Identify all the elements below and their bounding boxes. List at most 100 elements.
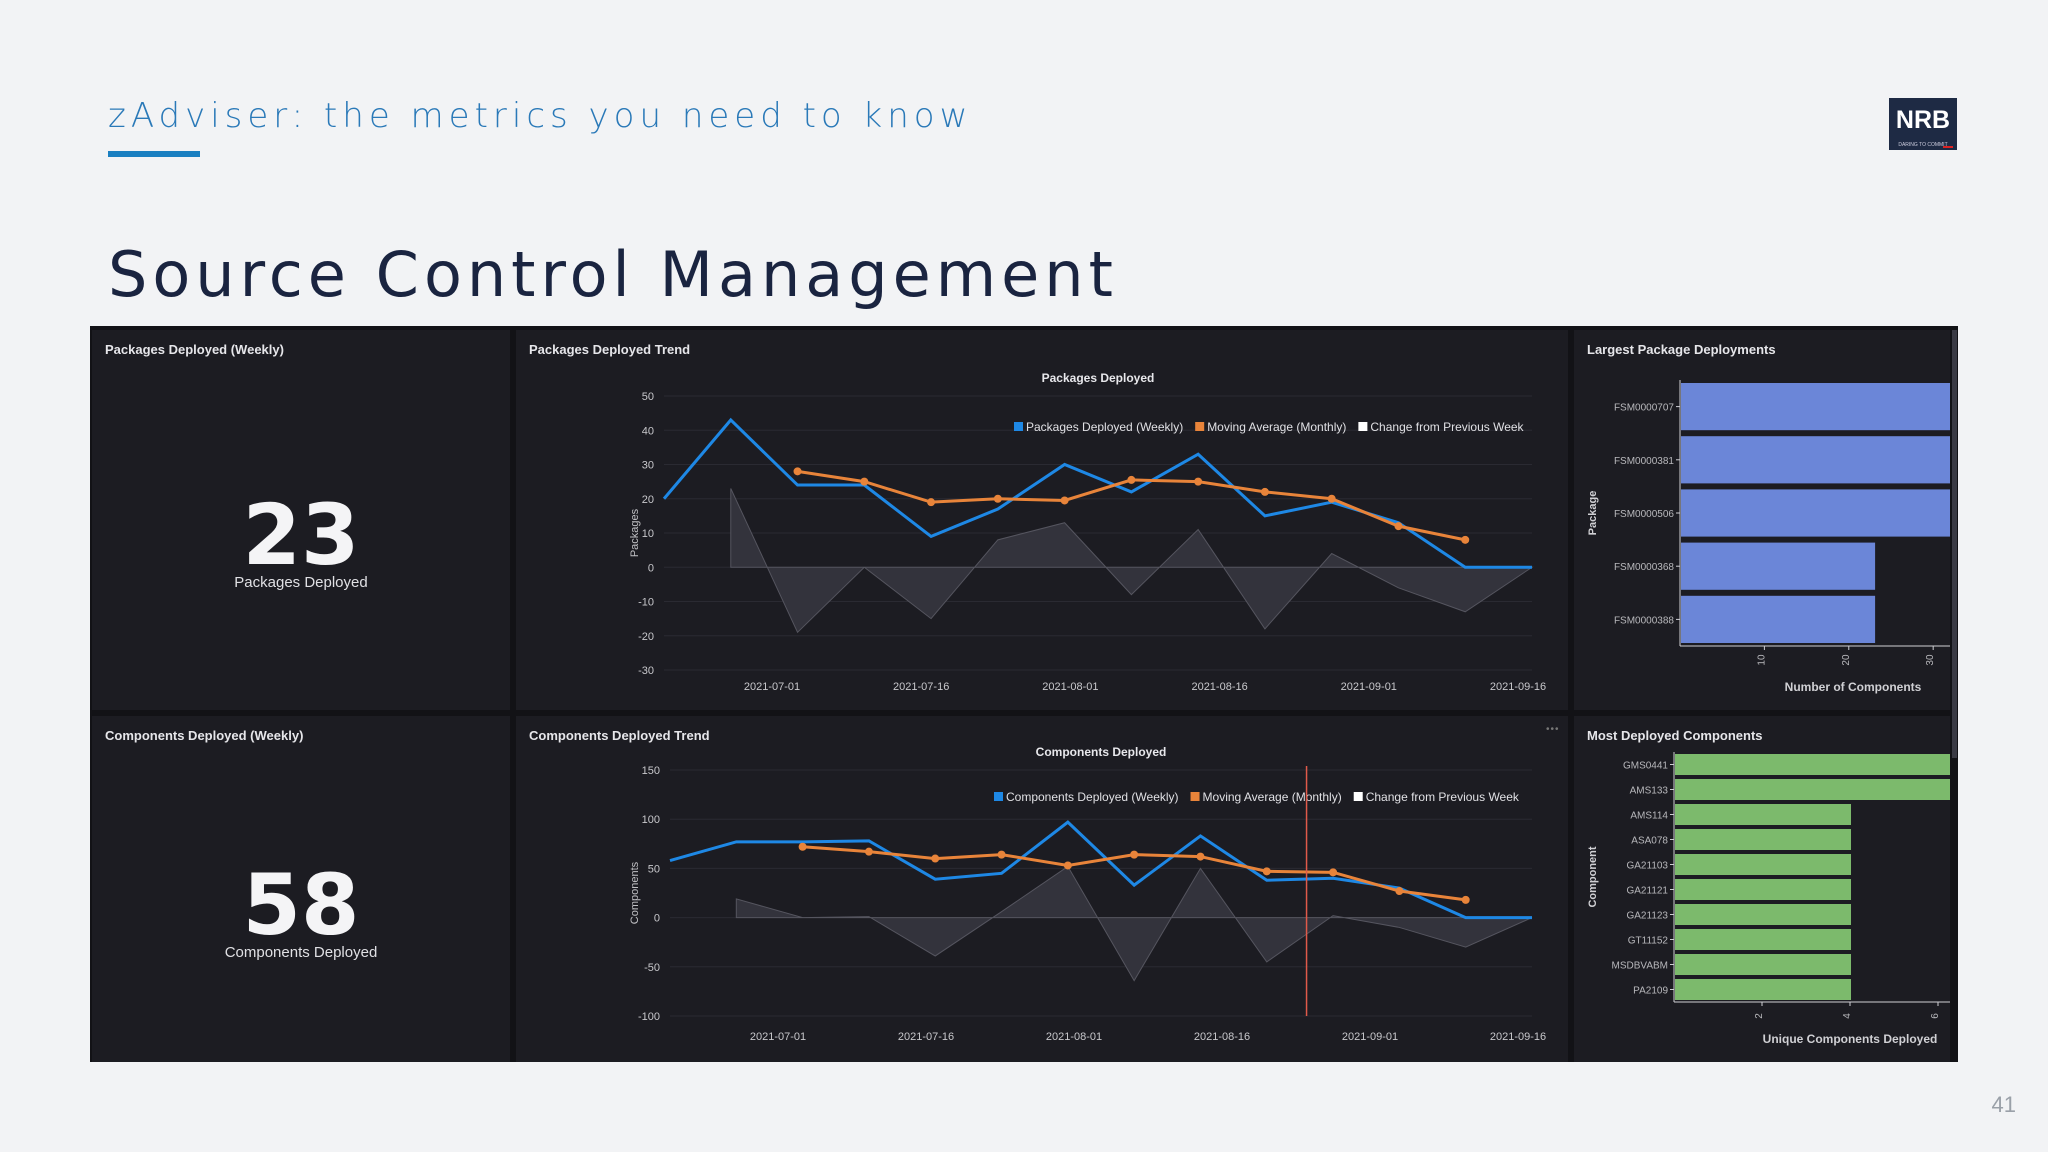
bar [1681, 383, 1950, 431]
bar [1675, 979, 1851, 1000]
category-label: FSM0000388 [1614, 615, 1674, 626]
dashboard: Packages Deployed (Weekly) 23 Packages D… [90, 326, 1958, 1062]
subtitle-underline [108, 151, 200, 157]
y-tick-label: 50 [642, 391, 654, 403]
y-tick-label: -50 [644, 962, 660, 974]
most-components-chart[interactable]: GMS0441 AMS133 AMS114 ASA078 GA21103 GA21121 G… [1574, 716, 1950, 1062]
weekly-series-line [662, 417, 1532, 569]
category-label: GA21123 [1626, 911, 1668, 922]
bar [1681, 436, 1950, 484]
y-tick-label: 30 [642, 460, 654, 472]
x-tick-label: 2021-08-16 [1191, 681, 1247, 693]
packages-trend-panel[interactable]: Packages Deployed Trend Packages Deploye… [516, 330, 1568, 710]
kpi-packages-label: Packages Deployed [234, 574, 368, 591]
moving-average-point [1194, 477, 1203, 486]
kpi-packages-panel[interactable]: Packages Deployed (Weekly) 23 Packages D… [92, 330, 510, 710]
moving-average-point [1327, 494, 1336, 503]
x-tick-label: 4 [1842, 1013, 1853, 1019]
x-tick-label: 2021-09-01 [1341, 681, 1397, 693]
x-tick-label: 2 [1754, 1013, 1765, 1019]
slide-subtitle: zAdviser: the metrics you need to know [108, 96, 973, 136]
bar [1675, 779, 1950, 800]
logo-stripe [1943, 146, 1953, 148]
x-tick-label: 2021-07-16 [898, 1031, 954, 1043]
legend-label: Moving Average (Monthly) [1203, 790, 1342, 804]
logo-tagline: DARING TO COMMIT [1898, 142, 1948, 148]
moving-average-point [1395, 887, 1404, 896]
category-label: AMS133 [1630, 786, 1669, 797]
y-axis-label: Packages [629, 508, 641, 557]
category-label: FSM0000707 [1614, 403, 1674, 414]
y-axis-label: Components [629, 861, 641, 924]
legend-swatch [1195, 422, 1205, 431]
moving-average-point [1461, 895, 1470, 904]
legend-label: Moving Average (Monthly) [1207, 420, 1346, 434]
panel-title: Most Deployed Components [1587, 728, 1763, 743]
largest-packages-panel-body[interactable]: Largest Package Deployments FSM0000707 FS… [1574, 330, 1950, 710]
moving-average-point [997, 850, 1006, 859]
category-label: FSM0000381 [1614, 456, 1674, 467]
moving-average-point [1260, 487, 1269, 496]
components-trend-panel[interactable]: Components Deployed Trend Components Dep… [516, 716, 1568, 1062]
moving-average-point [1262, 867, 1271, 876]
bar [1675, 829, 1851, 850]
moving-average-point [864, 847, 873, 856]
bar [1675, 954, 1851, 975]
packages-trend-chart[interactable]: Packages Deployed50403020100-10-20-30Pac… [516, 330, 1568, 710]
x-tick-label: 2021-07-16 [893, 681, 949, 693]
chart-title: Components Deployed [1036, 745, 1167, 759]
kpi-components-value: 58 [242, 856, 360, 954]
moving-average-point [1063, 861, 1072, 870]
panel-title: Components Deployed Trend [529, 728, 710, 743]
category-label: AMS114 [1630, 811, 1668, 822]
x-tick-label: 30 [1925, 654, 1936, 666]
legend-label: Components Deployed (Weekly) [1006, 790, 1179, 804]
kpi-packages-value: 23 [242, 486, 360, 584]
y-tick-label: -20 [638, 631, 654, 643]
y-axis-label: Component [1587, 846, 1599, 907]
legend-swatch [1190, 792, 1200, 801]
panel-title: Components Deployed (Weekly) [105, 728, 304, 743]
category-label: GMS0441 [1623, 761, 1668, 772]
bar [1681, 489, 1950, 537]
x-tick-label: 2021-07-01 [744, 681, 800, 693]
panel-title: Largest Package Deployments [1587, 342, 1776, 357]
legend-label: Change from Previous Week [1366, 790, 1520, 804]
category-label: GT11152 [1628, 936, 1669, 947]
most-components-panel[interactable]: Most Deployed Components GMS0441 AMS133 AM… [1574, 716, 1950, 1062]
moving-average-point [793, 467, 802, 476]
y-tick-label: 0 [648, 562, 654, 574]
largest-packages-chart[interactable]: FSM0000707 FSM0000381 FSM0000506 FSM0000368… [1574, 330, 1950, 710]
moving-average-point [798, 842, 807, 851]
legend-label: Change from Previous Week [1370, 420, 1524, 434]
weekly-series-line [669, 820, 1532, 920]
category-label: FSM0000368 [1614, 562, 1674, 573]
y-tick-label: 20 [642, 494, 654, 506]
legend-label: Packages Deployed (Weekly) [1026, 420, 1183, 434]
scrollbar[interactable] [1952, 330, 1957, 758]
kpi-components-label: Components Deployed [224, 944, 378, 961]
legend-swatch [1358, 422, 1368, 431]
category-label: MSDBVABM [1612, 961, 1669, 972]
page-number: 41 [1991, 1092, 2016, 1117]
bar [1681, 542, 1876, 590]
category-label: FSM0000506 [1614, 509, 1674, 520]
bar [1675, 904, 1851, 925]
y-tick-label: 50 [648, 863, 660, 875]
x-tick-label: 2021-08-01 [1046, 1031, 1102, 1043]
components-trend-chart[interactable]: Components Deployed150100500-50-100Compo… [516, 716, 1568, 1062]
x-tick-label: 2021-09-16 [1490, 681, 1546, 693]
y-tick-label: -30 [638, 665, 654, 677]
more-options-icon[interactable]: ••• [1546, 724, 1560, 735]
legend-swatch [1014, 422, 1023, 431]
kpi-components-panel[interactable]: Components Deployed (Weekly) 58 Componen… [92, 716, 510, 1062]
moving-average-point [1127, 475, 1136, 484]
y-tick-label: 150 [642, 765, 660, 777]
change-from-previous-week-area [735, 865, 1533, 982]
x-tick-label: 10 [1756, 654, 1767, 666]
bar [1675, 854, 1851, 875]
legend-swatch [1353, 792, 1363, 801]
bar [1675, 879, 1851, 900]
moving-average-point [1130, 850, 1139, 859]
y-tick-label: 0 [654, 913, 660, 925]
